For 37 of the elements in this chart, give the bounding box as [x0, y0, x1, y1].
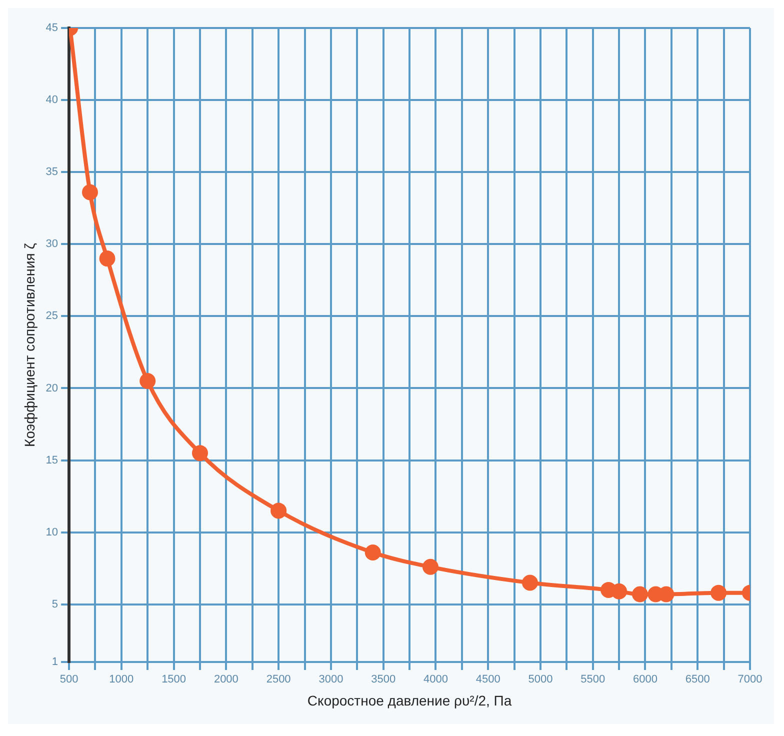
x-tick-label: 4000 [423, 674, 448, 686]
y-tick-label: 45 [46, 22, 58, 34]
point [422, 558, 438, 575]
x-tick-label: 5000 [528, 674, 553, 686]
x-tick-label: 5500 [580, 674, 606, 686]
x-tick-label: 6000 [632, 674, 658, 686]
x-tick-label: 3000 [318, 674, 344, 686]
x-tick-label: 6500 [685, 674, 710, 686]
point [82, 184, 98, 200]
y-tick-label: 40 [46, 94, 58, 106]
point [632, 586, 648, 602]
x-tick-label: 1500 [162, 674, 186, 686]
x-axis-title: Скоростное давление ρυ²/2, Па [307, 692, 512, 708]
y-tick-label: 15 [46, 454, 58, 466]
point [611, 583, 628, 600]
y-tick-label: 30 [46, 238, 58, 250]
y-tick-label: 20 [46, 382, 58, 394]
y-tick-label: 25 [46, 310, 58, 322]
x-tick-label: 4500 [476, 674, 500, 686]
y-tick-label: 35 [46, 166, 58, 178]
point [140, 373, 156, 390]
point [192, 445, 208, 462]
x-tick-label: 2500 [266, 674, 291, 686]
x-tick-label: 500 [60, 674, 78, 686]
point [364, 544, 381, 560]
y-tick-label: 5 [52, 598, 58, 610]
x-tick-label: 3500 [371, 674, 396, 686]
x-tick-label: 2000 [214, 674, 238, 686]
y-axis-title: Коэффициент сопротивления ζ [21, 243, 38, 447]
point [99, 250, 116, 267]
y-tick-label: 1 [52, 656, 58, 668]
x-tick-label: 1000 [109, 674, 134, 686]
y-tick-label: 10 [46, 526, 58, 538]
point [270, 502, 287, 519]
point [710, 584, 727, 601]
x-tick-label: 7000 [738, 674, 762, 686]
point [522, 574, 538, 591]
